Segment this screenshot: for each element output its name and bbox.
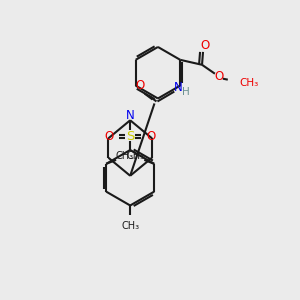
Text: O: O bbox=[200, 40, 210, 52]
Text: O: O bbox=[214, 70, 224, 83]
Text: CH₃: CH₃ bbox=[115, 151, 134, 161]
Text: N: N bbox=[174, 81, 183, 94]
Text: O: O bbox=[146, 130, 156, 142]
Text: N: N bbox=[126, 109, 135, 122]
Text: CH₃: CH₃ bbox=[240, 78, 259, 88]
Text: S: S bbox=[126, 130, 134, 142]
Text: CH₃: CH₃ bbox=[127, 151, 145, 161]
Text: CH₃: CH₃ bbox=[121, 221, 139, 231]
Text: O: O bbox=[135, 79, 144, 92]
Text: H: H bbox=[182, 86, 190, 97]
Text: O: O bbox=[105, 130, 114, 142]
